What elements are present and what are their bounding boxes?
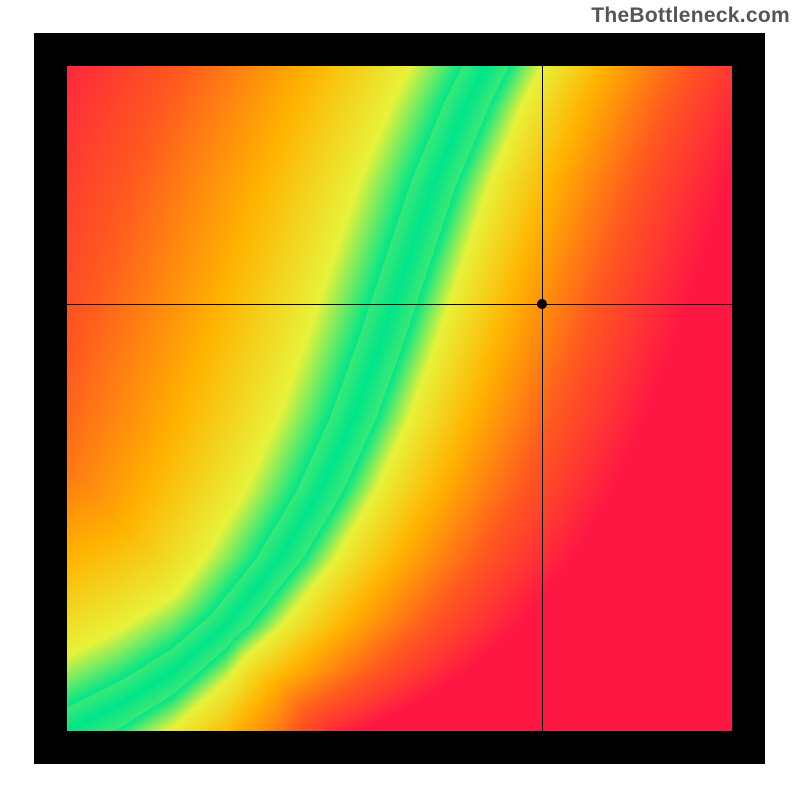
crosshair-vertical <box>542 66 543 731</box>
watermark-text: TheBottleneck.com <box>591 4 790 28</box>
chart-container: TheBottleneck.com <box>0 0 800 800</box>
heatmap-canvas <box>67 66 732 731</box>
plot-frame <box>34 33 765 764</box>
crosshair-horizontal <box>67 304 732 305</box>
